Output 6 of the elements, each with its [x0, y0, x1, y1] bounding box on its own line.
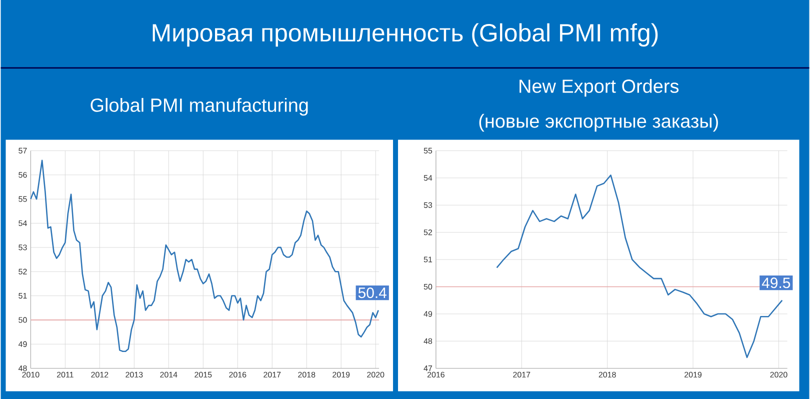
chart-title: New Export Orders	[520, 78, 679, 97]
chart-subtitle: Global PMI manufacturing	[90, 98, 308, 116]
annotation: 49.5	[762, 277, 790, 288]
chart-subtitle: (новые экспортные заказы)	[479, 114, 718, 132]
annotation: 50.4	[358, 287, 387, 298]
chart-title: Мировая промышленность (Global PMI mfg)	[152, 23, 658, 46]
